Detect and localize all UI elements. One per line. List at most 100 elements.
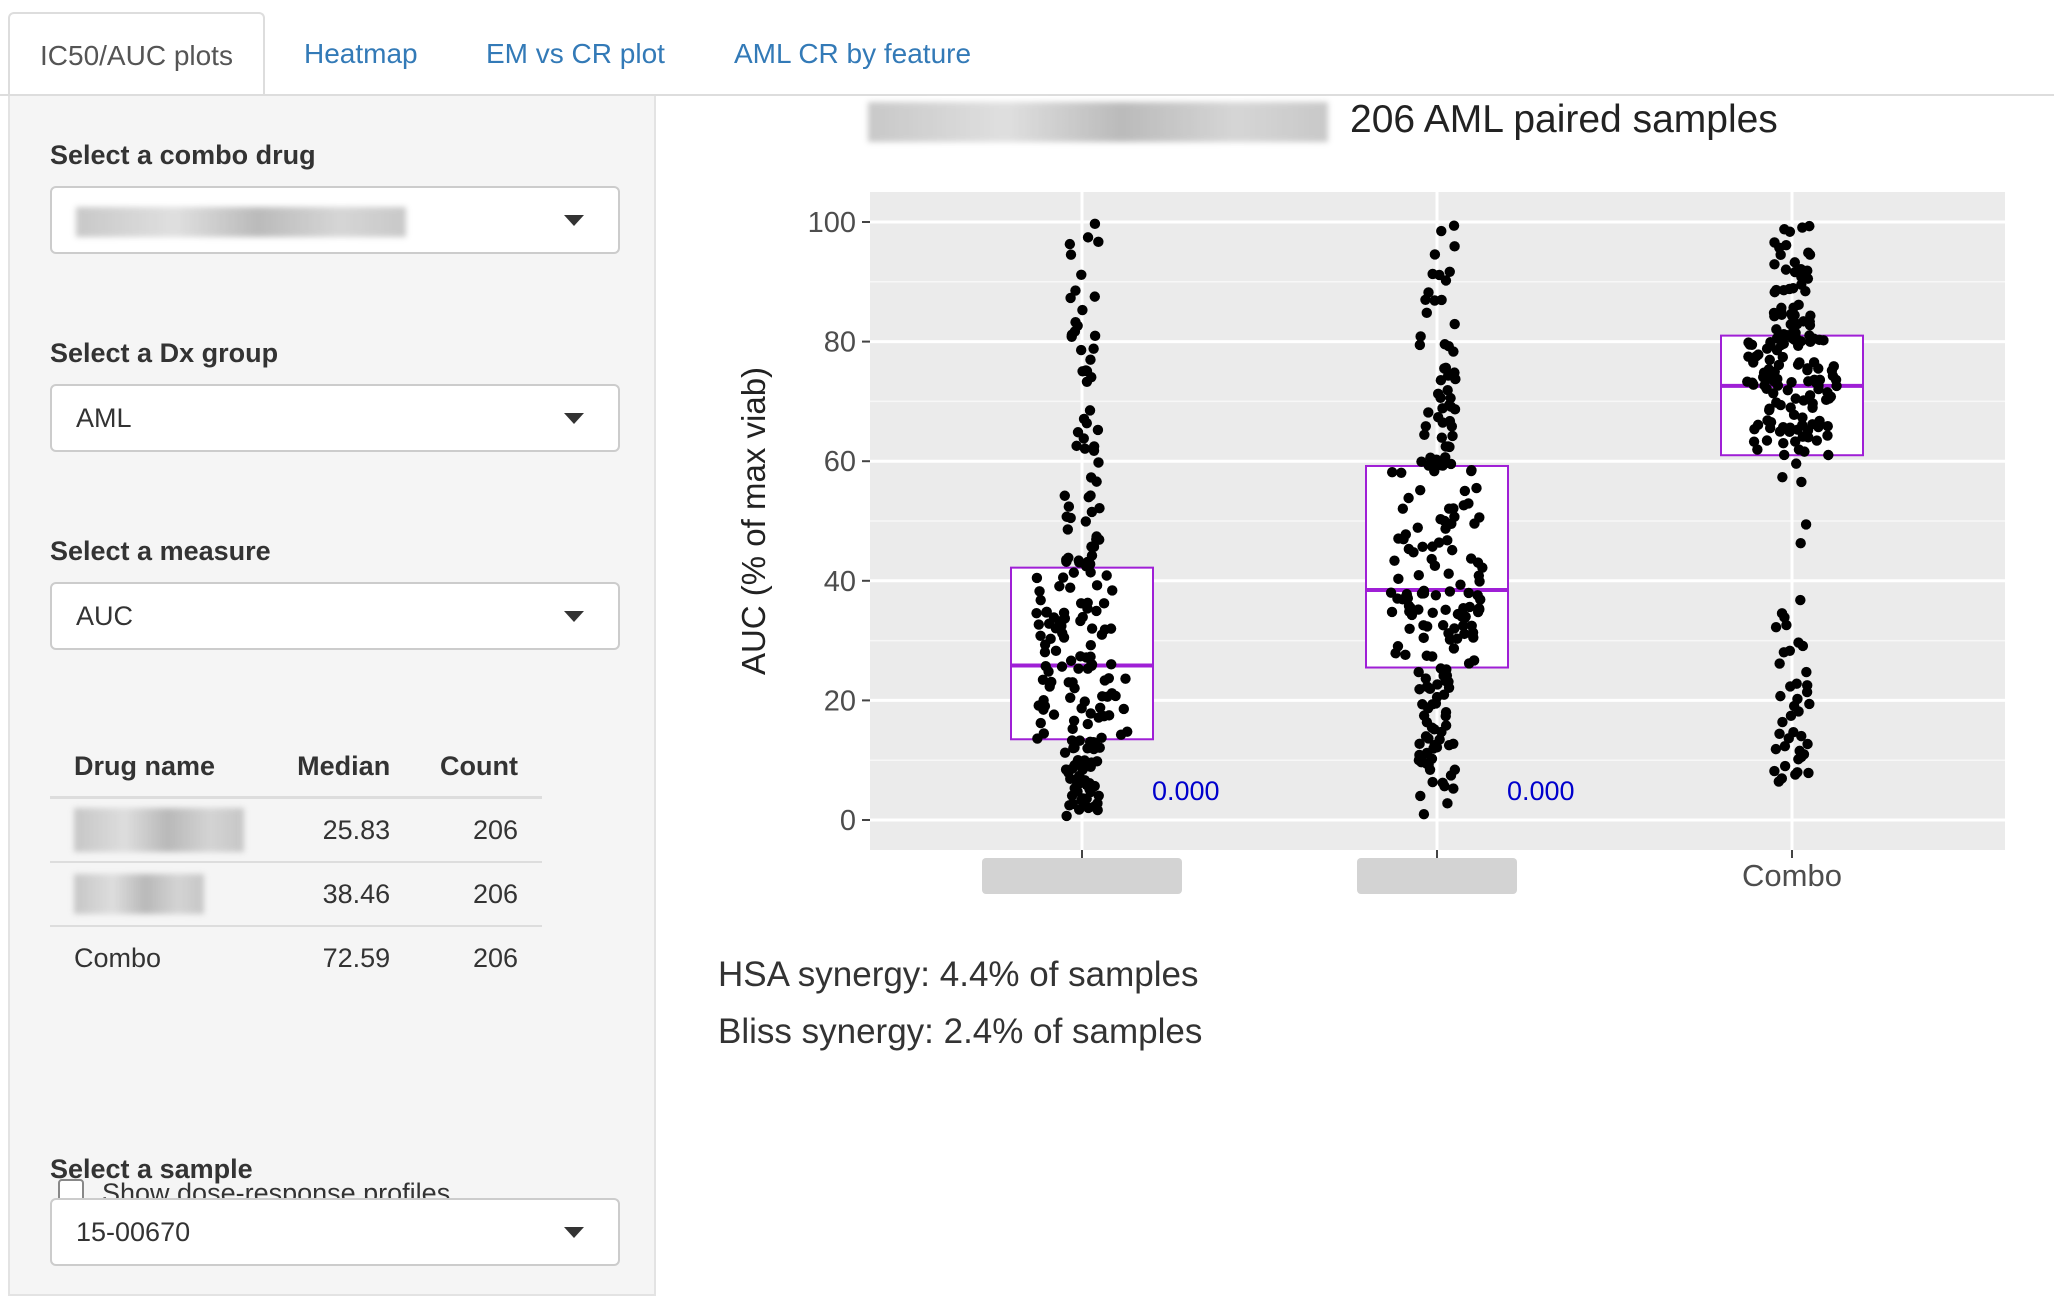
- data-point: [1069, 682, 1080, 694]
- data-point: [1069, 326, 1081, 337]
- data-point: [1458, 620, 1469, 632]
- data-point: [1065, 773, 1076, 785]
- data-point: [1417, 541, 1428, 553]
- data-point: [1081, 417, 1092, 429]
- data-point: [1071, 440, 1082, 452]
- dx-group-select[interactable]: AML: [50, 384, 620, 452]
- data-point: [1089, 291, 1100, 302]
- data-point: [1106, 659, 1117, 670]
- data-point: [1423, 407, 1434, 418]
- bliss-synergy-text: Bliss synergy: 2.4% of samples: [718, 1012, 1203, 1051]
- count-cell: 206: [414, 862, 542, 927]
- data-point: [1473, 570, 1485, 581]
- data-point: [1813, 383, 1824, 395]
- data-point: [1393, 573, 1404, 585]
- data-point: [1777, 337, 1789, 348]
- table-row: 38.46 206: [50, 862, 542, 927]
- data-point: [1429, 560, 1441, 572]
- data-point: [1795, 538, 1806, 549]
- data-point: [1437, 403, 1448, 414]
- data-point: [1459, 628, 1470, 640]
- data-point: [1764, 403, 1775, 414]
- data-point: [1749, 423, 1760, 435]
- data-point: [1390, 648, 1401, 659]
- data-point: [1101, 570, 1112, 581]
- data-point: [1445, 458, 1457, 470]
- data-point: [1427, 699, 1438, 710]
- y-tick-label: 60: [824, 446, 856, 478]
- data-point: [1065, 249, 1077, 260]
- data-point: [1082, 718, 1093, 730]
- data-point: [1417, 699, 1428, 710]
- data-point: [1447, 430, 1458, 442]
- data-point: [1743, 351, 1754, 362]
- drug-name-redacted: [50, 862, 272, 927]
- data-point: [1421, 307, 1432, 319]
- combo-drug-select[interactable]: [50, 186, 620, 254]
- sidebar-panel: Select a combo drug Select a Dx group AM…: [8, 96, 656, 1296]
- data-point: [1070, 285, 1081, 296]
- data-point: [1440, 523, 1451, 534]
- data-point: [1790, 327, 1801, 339]
- data-point: [1110, 690, 1121, 702]
- data-point: [1771, 284, 1782, 296]
- data-point: [1075, 651, 1086, 662]
- data-point: [1088, 343, 1099, 354]
- data-point: [1774, 242, 1785, 253]
- data-point: [1768, 307, 1780, 319]
- data-point: [1068, 567, 1080, 578]
- measure-select[interactable]: AUC: [50, 582, 620, 650]
- data-point: [1444, 266, 1455, 277]
- data-point: [1065, 692, 1076, 703]
- data-point: [1785, 710, 1797, 722]
- y-tick-label: 20: [824, 685, 856, 717]
- data-point: [1803, 767, 1814, 779]
- data-point: [1065, 582, 1076, 593]
- drug-name-redacted: [50, 797, 272, 863]
- data-point: [1780, 264, 1792, 275]
- data-point: [1085, 472, 1097, 483]
- data-point: [1073, 663, 1084, 674]
- data-point: [1065, 292, 1076, 304]
- data-point: [1438, 689, 1450, 700]
- data-point: [1386, 606, 1398, 618]
- data-point: [1094, 502, 1105, 514]
- data-point: [1477, 562, 1488, 573]
- data-point: [1075, 615, 1086, 627]
- data-point: [1418, 632, 1429, 644]
- data-point: [1105, 623, 1117, 634]
- tab-ic50-auc-plots[interactable]: IC50/AUC plots: [8, 12, 265, 96]
- tab-heatmap[interactable]: Heatmap: [304, 38, 418, 69]
- data-point: [1448, 503, 1459, 514]
- x-tick-label-redacted: [1357, 858, 1517, 894]
- median-cell: 72.59: [322, 942, 391, 973]
- data-point: [1442, 441, 1454, 452]
- data-point: [1035, 717, 1046, 729]
- data-point: [1423, 460, 1434, 471]
- data-point: [1076, 794, 1087, 806]
- data-point: [1778, 438, 1789, 449]
- data-point: [1443, 568, 1454, 579]
- measure-label: Select a measure: [50, 536, 271, 566]
- data-point: [1790, 458, 1802, 469]
- data-point: [1068, 743, 1079, 754]
- data-point: [1804, 698, 1815, 710]
- data-point: [1777, 422, 1789, 433]
- tab-aml-cr-by-feature[interactable]: AML CR by feature: [734, 38, 972, 69]
- data-point: [1777, 471, 1788, 483]
- data-point: [1045, 633, 1056, 645]
- data-point: [1071, 785, 1082, 796]
- data-point: [1067, 723, 1078, 735]
- sample-select[interactable]: 15-00670: [50, 1198, 620, 1266]
- data-point: [1392, 593, 1403, 604]
- data-point: [1804, 320, 1816, 331]
- data-point: [1791, 678, 1802, 689]
- data-point: [1085, 761, 1096, 772]
- data-point: [1433, 537, 1445, 548]
- tab-em-vs-cr-plot[interactable]: EM vs CR plot: [486, 38, 665, 69]
- measure-value: AUC: [76, 601, 134, 631]
- data-point: [1088, 743, 1100, 755]
- data-point: [1086, 550, 1098, 561]
- column-header-drug-name: Drug name: [50, 731, 272, 799]
- data-point: [1050, 623, 1062, 634]
